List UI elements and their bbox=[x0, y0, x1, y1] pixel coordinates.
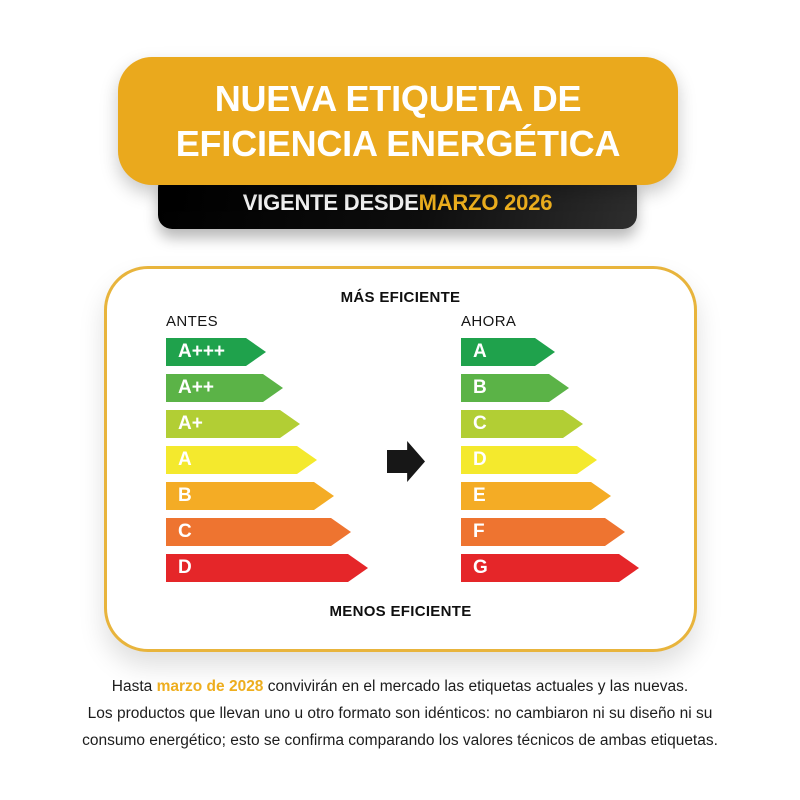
rating-bar-e: E bbox=[461, 482, 611, 510]
footer-line2: Los productos que llevan uno u otro form… bbox=[87, 705, 713, 722]
transition-arrow-icon bbox=[387, 441, 425, 482]
before-column-title: ANTES bbox=[166, 313, 219, 330]
rating-bar-c: C bbox=[461, 410, 583, 438]
title-line-1: NUEVA ETIQUETA DE bbox=[214, 78, 582, 119]
rating-bar-aplus: A+ bbox=[166, 410, 300, 438]
footer-line1-prefix: Hasta bbox=[111, 678, 157, 695]
validity-prefix: VIGENTE DESDE bbox=[242, 190, 419, 215]
rating-bar-d: D bbox=[166, 554, 368, 582]
footer-paragraph: Hasta marzo de 2028 convivirán en el mer… bbox=[0, 673, 800, 754]
rating-bar-f: F bbox=[461, 518, 625, 546]
rating-bar-d: D bbox=[461, 446, 597, 474]
rating-label: D bbox=[178, 557, 192, 578]
rating-label: E bbox=[473, 485, 486, 506]
rating-bar-a: A bbox=[166, 446, 317, 474]
more-efficient-label: MÁS EFICIENTE bbox=[340, 289, 461, 306]
rating-bar-c: C bbox=[166, 518, 351, 546]
rating-label: C bbox=[178, 521, 192, 542]
validity-highlight: MARZO 2026 bbox=[418, 190, 553, 215]
comparison-card: MÁS EFICIENTE ANTES AHORA A+++ A++ A+ A B C D … bbox=[104, 266, 697, 652]
rating-label: G bbox=[473, 557, 488, 578]
rating-bar-b: B bbox=[461, 374, 569, 402]
rating-label: B bbox=[473, 377, 487, 398]
rating-label: A+++ bbox=[178, 341, 226, 362]
rating-bar-g: G bbox=[461, 554, 639, 582]
before-rating-scale: A+++ A++ A+ A B C D bbox=[166, 338, 368, 590]
rating-label: C bbox=[473, 413, 487, 434]
rating-bar-b: B bbox=[166, 482, 334, 510]
after-column-title: AHORA bbox=[461, 313, 517, 330]
footer-line1-highlight: marzo de 2028 bbox=[156, 678, 264, 695]
footer-line3: consumo energético; esto se confirma com… bbox=[82, 732, 718, 749]
rating-label: A+ bbox=[178, 413, 203, 434]
rating-bar-aplusplusplus: A+++ bbox=[166, 338, 266, 366]
title-banner: NUEVA ETIQUETA DE EFICIENCIA ENERGÉTICA bbox=[118, 57, 678, 185]
rating-label: A++ bbox=[178, 377, 214, 398]
rating-label: B bbox=[178, 485, 192, 506]
rating-label: A bbox=[473, 341, 487, 362]
rating-bar-a: A bbox=[461, 338, 555, 366]
rating-label: D bbox=[473, 449, 487, 470]
rating-label: A bbox=[178, 449, 192, 470]
footer-line1-suffix: convivirán en el mercado las etiquetas a… bbox=[263, 678, 689, 695]
rating-bar-aplusplus: A++ bbox=[166, 374, 283, 402]
title-line-2: EFICIENCIA ENERGÉTICA bbox=[175, 123, 621, 164]
less-efficient-label: MENOS EFICIENTE bbox=[329, 603, 472, 620]
rating-label: F bbox=[473, 521, 485, 542]
footer-note: Hasta marzo de 2028 convivirán en el mer… bbox=[0, 673, 800, 754]
